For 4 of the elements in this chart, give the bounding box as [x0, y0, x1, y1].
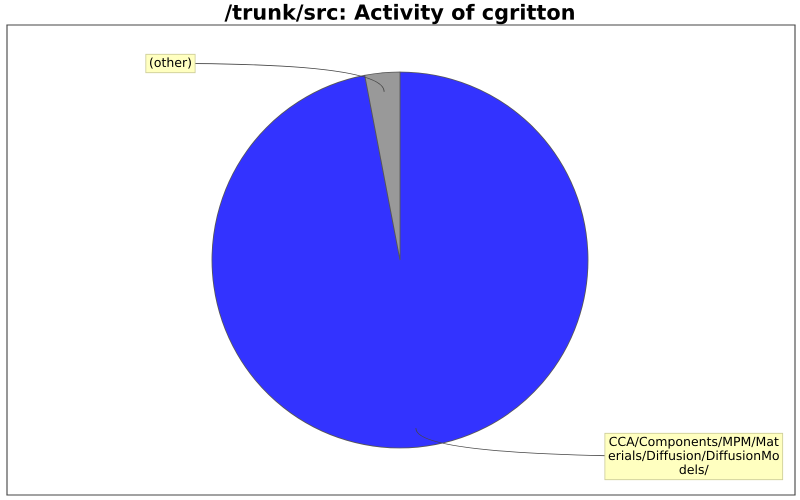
slice-label: (other) [150, 57, 191, 69]
pie-slice [212, 72, 588, 448]
slice-label: CCA/Components/MPM/Mat erials/Diffusion/DiffusionMo dels/ [608, 436, 779, 476]
chart-title: /trunk/src: Activity of cgritton [224, 4, 574, 24]
